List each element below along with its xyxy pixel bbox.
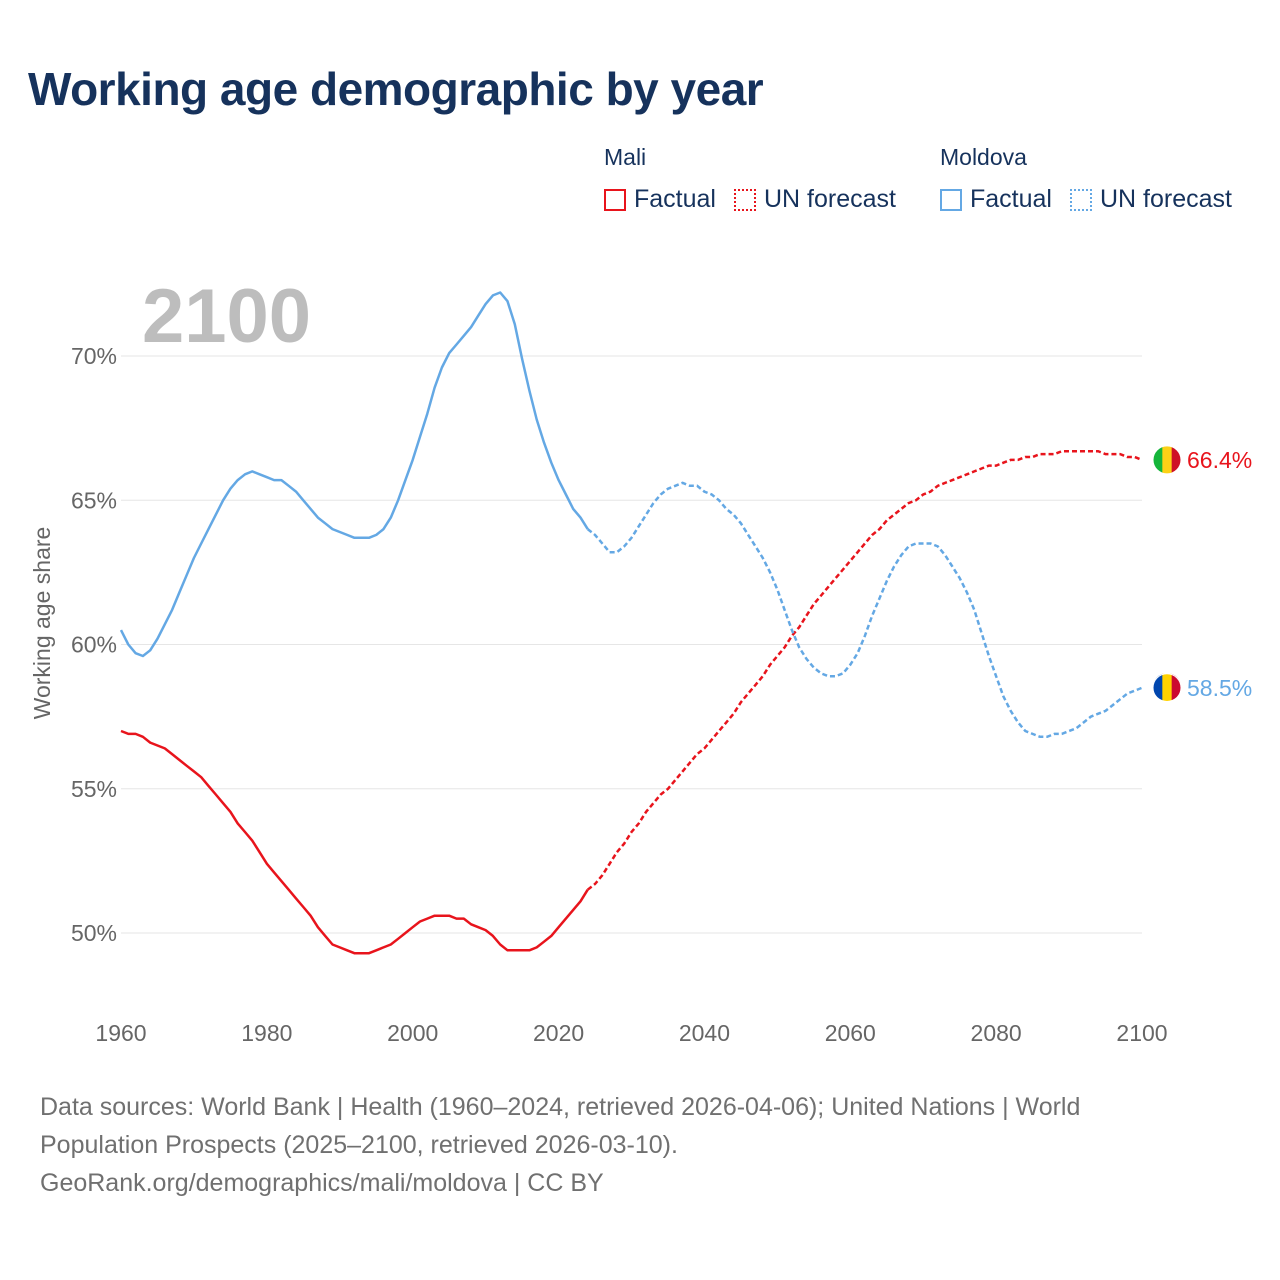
y-tick-label: 70% [71,343,117,369]
flag-stripe [1153,446,1163,474]
line-chart: 2100 50% 55% 60% 65% 70% 1960 1980 2000 2020 2040… [29,274,1252,1046]
footer-attribution: GeoRank.org/demographics/mali/moldova | … [40,1169,604,1197]
flag-mali-icon [1153,446,1181,474]
legend-item-mali-factual[interactable]: Factual [604,185,716,214]
legend-label: Factual [970,185,1052,213]
footer-sources-line2: Population Prospects (2025–2100, retriev… [40,1131,678,1159]
legend-item-moldova-factual[interactable]: Factual [940,185,1052,214]
series-line-moldova-forecast [586,481,1143,739]
legend-swatch-dotted [1069,188,1092,211]
legend-country-name: Mali [604,144,647,170]
flag-stripe [1162,673,1173,701]
series-line-mali-forecast [586,449,1143,891]
flag-moldova-icon [1153,673,1181,701]
x-tick-label: 2040 [679,1020,730,1046]
series-line-mali-factual [120,729,589,955]
flag-stripe [1162,446,1173,474]
legend-group-mali: Mali Factual UN forecast [604,144,914,214]
footer-sources-line1: Data sources: World Bank | Health (1960–… [40,1093,1081,1121]
flag-stripe [1153,673,1163,701]
flag-border [1152,673,1182,703]
y-tick-label: 65% [71,487,117,513]
x-tick-label: 1980 [241,1020,292,1046]
legend-country-name: Moldova [940,144,1027,170]
x-tick-label: 2080 [971,1020,1022,1046]
y-tick-label: 50% [71,920,117,946]
x-tick-label: 2020 [533,1020,584,1046]
legend-label: UN forecast [1099,185,1232,213]
legend-label: UN forecast [763,185,896,213]
y-tick-label: 60% [71,632,117,658]
legend-swatch-solid [940,188,962,211]
y-axis-label: Working age share [29,527,55,720]
legend-item-mali-forecast[interactable]: UN forecast [733,185,896,214]
legend-label: Factual [634,185,716,213]
legend-group-moldova: Moldova Factual UN forecast [940,144,1250,214]
x-tick-label: 2100 [1116,1020,1167,1046]
x-tick-label: 1960 [95,1020,146,1046]
legend-item-moldova-forecast[interactable]: UN forecast [1069,185,1232,214]
y-tick-label: 55% [71,776,117,802]
flag-stripe [1171,446,1181,474]
legend-swatch-dotted [733,188,756,211]
legend-swatch-solid [604,188,626,211]
footer: Data sources: World Bank | Health (1960–… [40,1088,1240,1202]
end-value-label-moldova: 58.5% [1187,675,1252,701]
x-tick-label: 2000 [387,1020,438,1046]
chart-title: Working age demographic by year [28,63,764,115]
flag-border [1152,445,1182,475]
flag-stripe [1171,673,1181,701]
series-line-moldova-factual [119,291,589,658]
current-year-label: 2100 [142,274,311,359]
x-tick-label: 2060 [825,1020,876,1046]
end-value-label-mali: 66.4% [1187,447,1252,473]
